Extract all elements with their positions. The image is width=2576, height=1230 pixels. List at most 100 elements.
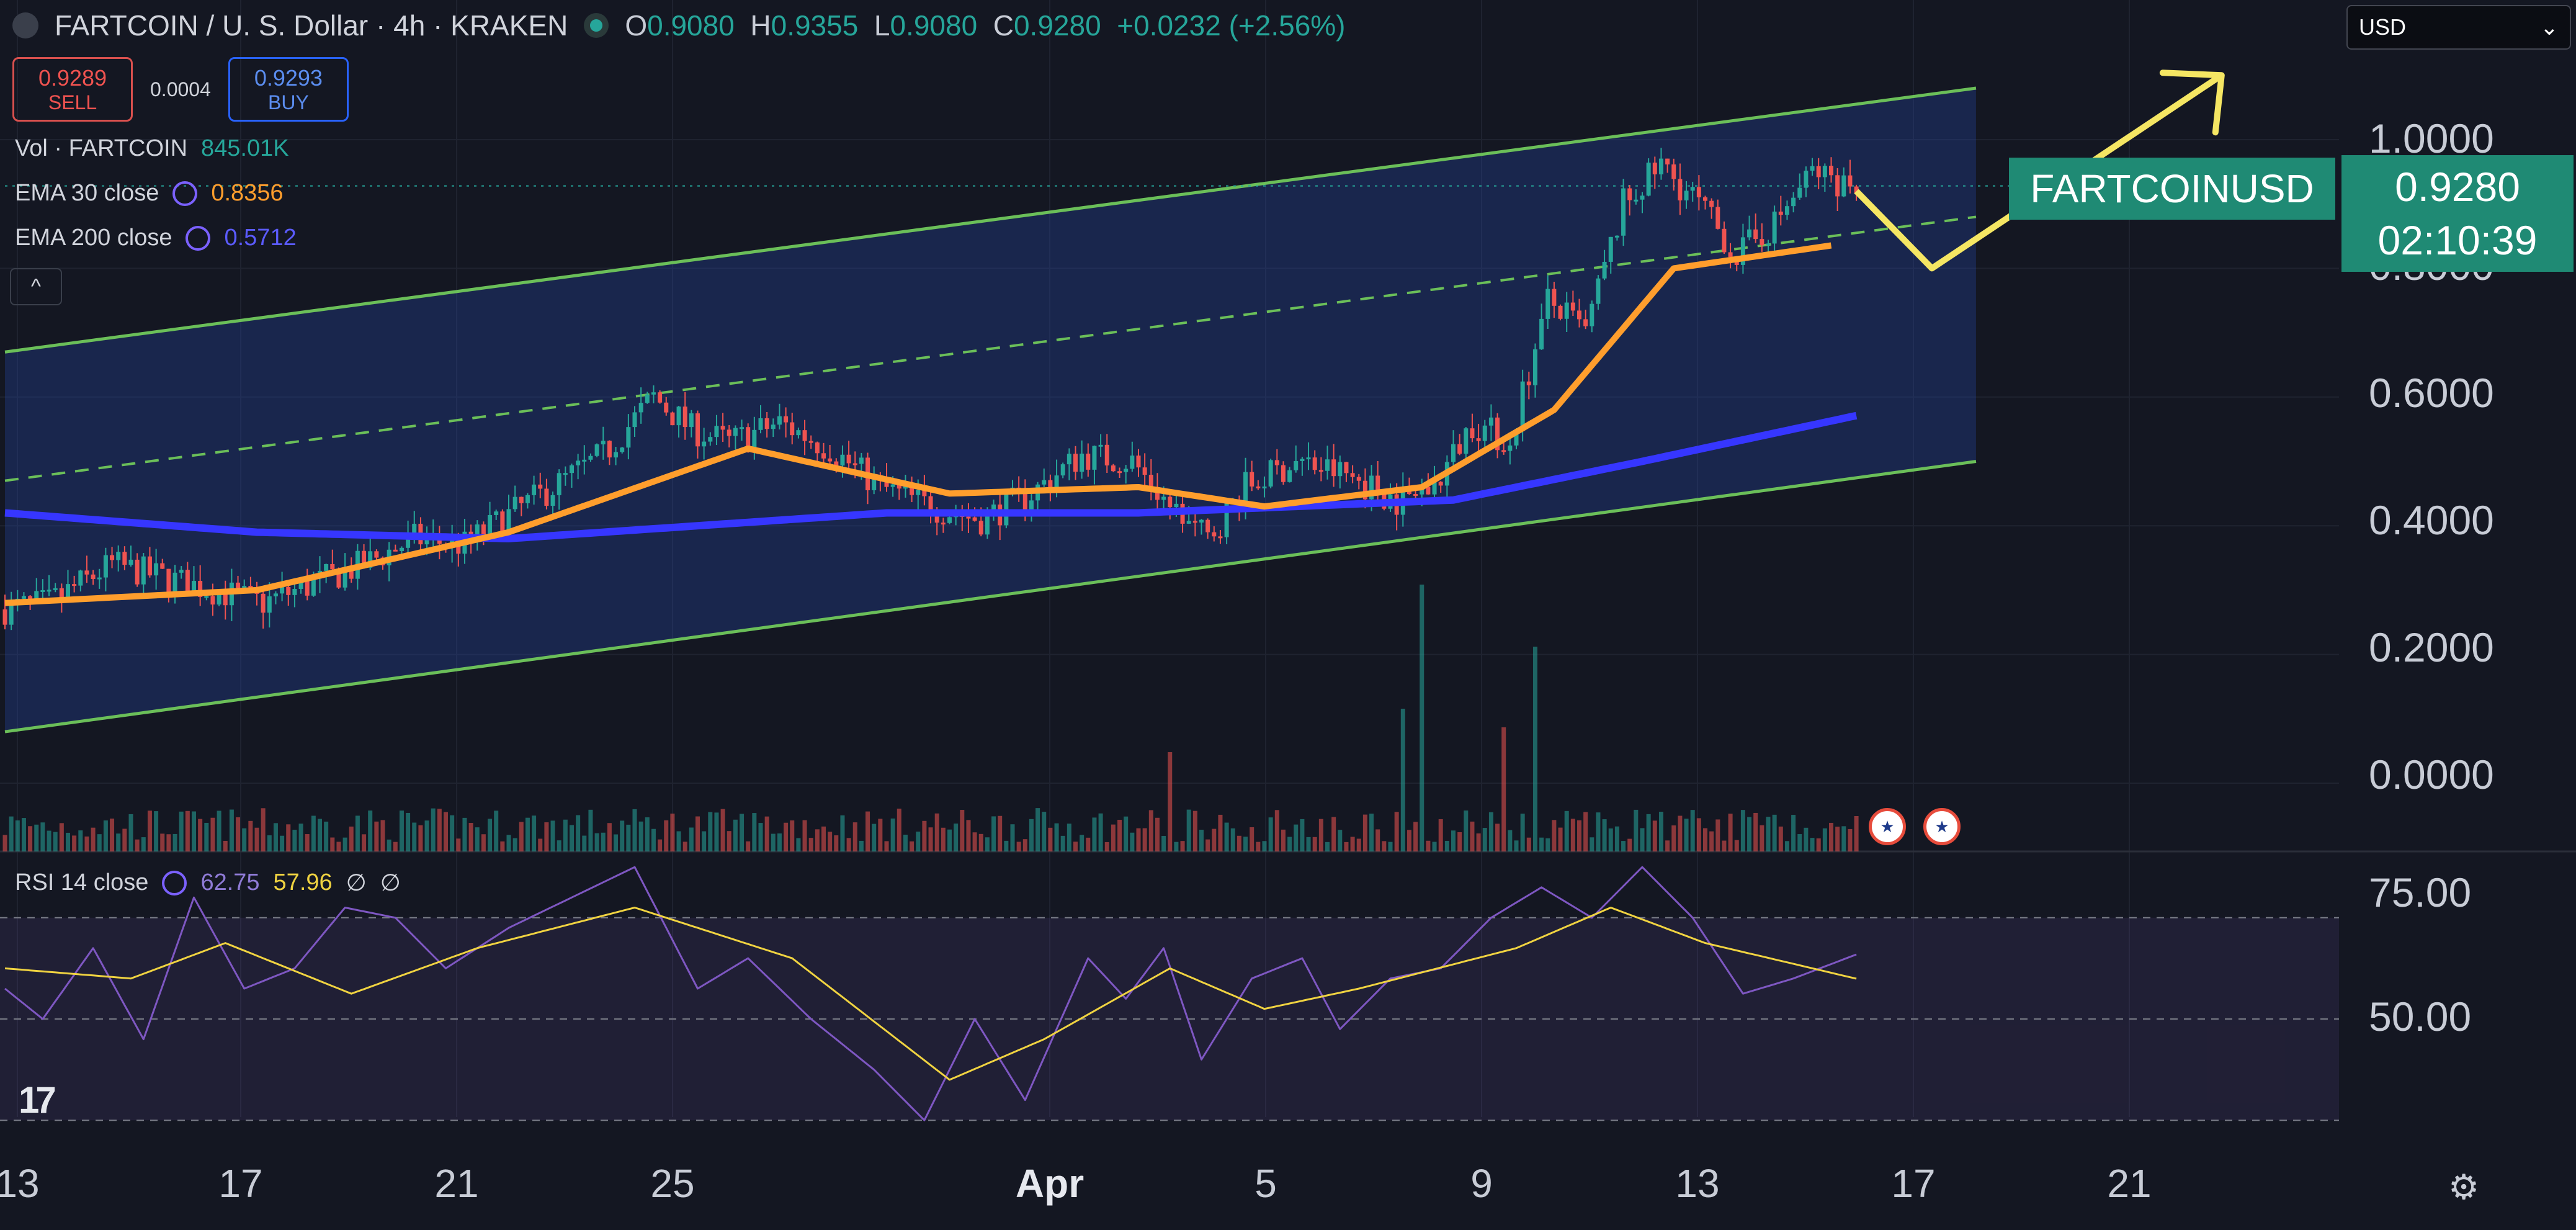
candle-body xyxy=(972,517,977,521)
candle-body xyxy=(1438,482,1443,486)
volume-bar xyxy=(601,832,606,851)
volume-bar xyxy=(1256,842,1261,851)
rsi-legend[interactable]: RSI 14 close 62.75 57.96 ∅ ∅ xyxy=(15,869,401,896)
volume-bar xyxy=(468,823,473,851)
volume-bar xyxy=(1444,840,1449,851)
candle-body xyxy=(1318,470,1323,472)
volume-bar xyxy=(166,834,171,851)
candle-body xyxy=(1810,166,1815,171)
volume-bar xyxy=(1841,826,1846,851)
volume-bar xyxy=(840,815,845,851)
volume-bar xyxy=(1394,812,1399,851)
candle-body xyxy=(821,453,826,459)
rsi-line xyxy=(4,866,1857,1121)
market-status-icon[interactable] xyxy=(584,13,609,38)
volume-bar xyxy=(884,841,889,851)
candle-body xyxy=(1678,179,1683,200)
candle-body xyxy=(1501,450,1506,452)
volume-bar xyxy=(424,820,429,851)
candle-body xyxy=(192,581,196,596)
volume-bar xyxy=(1362,814,1367,851)
us-flag-icon[interactable]: ★ xyxy=(1923,808,1961,845)
settings-gear-icon[interactable]: ⚙ xyxy=(2448,1167,2480,1206)
candle-body xyxy=(1060,464,1065,476)
candle-body xyxy=(620,447,625,452)
volume-legend[interactable]: Vol · FARTCOIN 845.01K xyxy=(15,135,289,161)
volume-bar xyxy=(1558,827,1563,851)
candle-body xyxy=(292,589,297,595)
volume-bar xyxy=(1829,822,1833,851)
candle-body xyxy=(670,412,675,426)
candle-body xyxy=(1168,496,1173,508)
sell-button[interactable]: 0.9289 SELL xyxy=(12,57,133,122)
volume-bar xyxy=(1728,814,1733,851)
candle-body xyxy=(614,452,619,458)
candle-body xyxy=(1136,456,1141,468)
volume-bar xyxy=(1532,647,1537,851)
us-flag-icon[interactable]: ★ xyxy=(1869,808,1906,845)
volume-bar xyxy=(1262,841,1267,851)
candlestick-series xyxy=(2,148,1859,631)
tradingview-logo[interactable]: 17 xyxy=(19,1079,56,1121)
candle-body xyxy=(727,429,731,436)
candle-body xyxy=(198,581,203,597)
candle-body xyxy=(311,578,316,596)
symbol-title[interactable]: FARTCOIN / U. S. Dollar · 4h · KRAKEN xyxy=(55,9,568,42)
ema200-legend[interactable]: EMA 200 close 0.5712 xyxy=(15,225,297,251)
volume-bar xyxy=(1356,838,1361,851)
volume-bar xyxy=(305,834,310,851)
volume-bar xyxy=(834,835,839,851)
candle-body xyxy=(1142,467,1147,475)
candle-body xyxy=(481,524,486,536)
candle-body xyxy=(1634,199,1639,202)
collapse-legend-button[interactable]: ^ xyxy=(10,268,62,305)
candle-body xyxy=(305,580,310,596)
buy-button[interactable]: 0.9293 BUY xyxy=(228,57,349,122)
volume-bar xyxy=(758,823,763,851)
volume-bar xyxy=(1224,822,1229,851)
candle-body xyxy=(1174,503,1179,508)
candle-body xyxy=(342,568,347,588)
volume-bar xyxy=(450,815,455,851)
volume-bar xyxy=(727,831,731,851)
volume-bar xyxy=(1564,810,1569,851)
volume-bar xyxy=(1413,822,1418,851)
volume-bar xyxy=(1778,826,1783,851)
volume-bar xyxy=(934,813,939,851)
volume-bar xyxy=(198,819,203,851)
x-tick-label: Apr xyxy=(1015,1161,1085,1206)
candle-body xyxy=(645,394,650,403)
volume-bar xyxy=(1042,812,1047,851)
candle-body xyxy=(664,402,669,413)
volume-bar xyxy=(192,811,196,851)
volume-bar xyxy=(1570,819,1575,851)
candle-body xyxy=(1420,487,1424,495)
candle-body xyxy=(607,441,612,458)
candle-body xyxy=(1413,494,1418,496)
trade-panel: 0.9289 SELL 0.0004 0.9293 BUY xyxy=(12,57,349,122)
candle-body xyxy=(1671,164,1676,179)
candle-body xyxy=(1350,473,1355,477)
candle-body xyxy=(330,563,335,570)
x-tick-label: 13 xyxy=(0,1161,40,1206)
candle-body xyxy=(160,563,165,569)
volume-bars xyxy=(2,585,1859,851)
currency-select[interactable]: USD ⌄ xyxy=(2346,5,2571,50)
volume-bar xyxy=(670,814,675,851)
volume-bar xyxy=(658,839,663,851)
candle-body xyxy=(790,422,795,436)
volume-bar xyxy=(576,815,581,851)
volume-bar xyxy=(1212,828,1217,851)
candle-body xyxy=(947,517,952,523)
channel-lower xyxy=(4,460,1977,734)
rsi-band xyxy=(0,917,2339,1121)
candle-body xyxy=(1621,188,1626,236)
candle-body xyxy=(217,591,221,605)
volume-bar xyxy=(563,819,568,851)
volume-bar xyxy=(1004,840,1009,851)
candle-body xyxy=(141,556,146,585)
candle-body xyxy=(1784,206,1789,215)
candle-body xyxy=(1054,475,1059,490)
ema30-legend[interactable]: EMA 30 close 0.8356 xyxy=(15,180,284,206)
candle-body xyxy=(1590,303,1594,326)
